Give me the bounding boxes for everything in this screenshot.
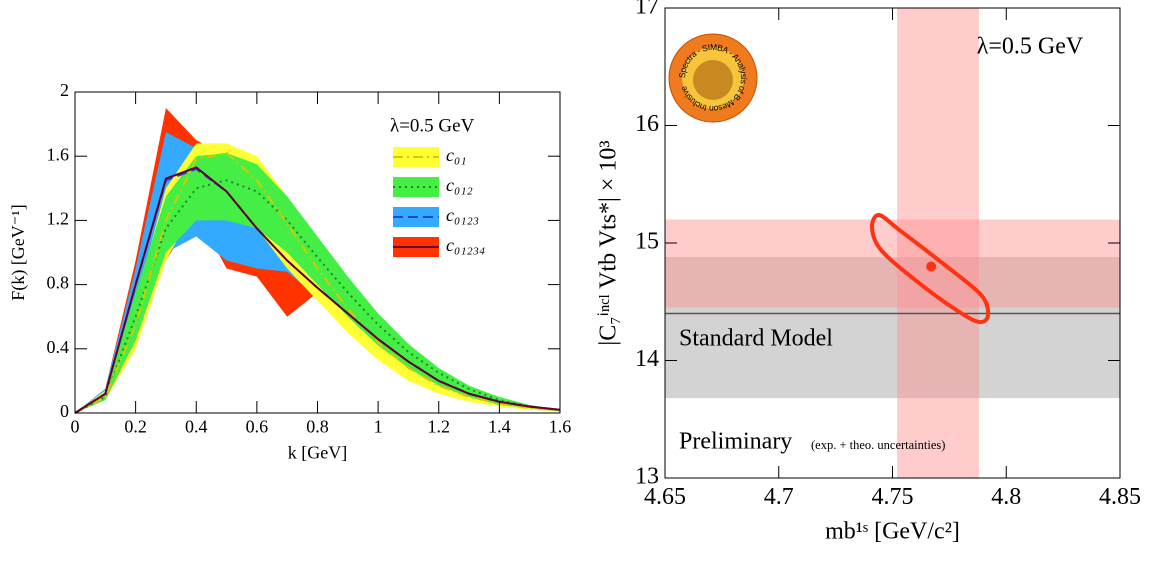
y-tick-label: 0.4 bbox=[47, 337, 70, 357]
x-tick-label: 1.4 bbox=[488, 416, 511, 436]
x-tick-label: 0.6 bbox=[246, 416, 269, 436]
central-line bbox=[74, 151, 561, 414]
central-line bbox=[74, 166, 561, 414]
legend-label: c₀₁₂₃₄ bbox=[446, 235, 485, 255]
standard-model-band bbox=[665, 257, 1120, 399]
annotation: λ=0.5 GeV bbox=[977, 34, 1084, 60]
legend-swatch bbox=[393, 177, 439, 197]
legend-label: c₀₁₂ bbox=[446, 175, 473, 195]
y-tick-label: 0.8 bbox=[47, 273, 70, 293]
y-tick-label: 14 bbox=[635, 346, 659, 372]
x-tick-label: 4.8 bbox=[991, 484, 1021, 510]
y-tick-label: 1.6 bbox=[47, 144, 70, 164]
x-tick-label: 0.8 bbox=[306, 416, 329, 436]
x-tick-label: 0.4 bbox=[185, 416, 208, 436]
confidence-ellipse bbox=[870, 213, 991, 325]
uncertainty-note: (exp. + theo. uncertainties) bbox=[811, 438, 945, 452]
y-tick-label: 0 bbox=[60, 401, 69, 421]
y-tick-label: 15 bbox=[635, 229, 659, 255]
x-tick-label: 4.75 bbox=[872, 484, 914, 510]
legend-label: c₀₁₂₃ bbox=[446, 205, 479, 225]
y-axis-label: |C₇ⁱⁿᶜˡ Vtb Vts*| × 10³ bbox=[596, 140, 622, 345]
x-axis-label: mb¹ˢ [GeV/c²] bbox=[825, 519, 960, 545]
legend-title: λ=0.5 GeV bbox=[390, 115, 475, 136]
central-line bbox=[74, 179, 561, 414]
central-point bbox=[926, 261, 937, 272]
measurement-band-x bbox=[897, 8, 979, 478]
y-tick-label: 2 bbox=[60, 80, 69, 100]
x-tick-label: 0.2 bbox=[124, 416, 147, 436]
x-tick-label: 1 bbox=[374, 416, 383, 436]
x-tick-label: 0 bbox=[71, 416, 80, 436]
y-tick-label: 13 bbox=[635, 464, 659, 490]
x-tick-label: 4.85 bbox=[1099, 484, 1141, 510]
y-axis-label: F(k) [GeV⁻¹] bbox=[8, 204, 29, 300]
x-tick-label: 1.6 bbox=[549, 416, 572, 436]
sm-label: Standard Model bbox=[679, 326, 833, 352]
y-tick-label: 16 bbox=[635, 111, 659, 137]
preliminary-label: Preliminary bbox=[679, 429, 792, 455]
y-tick-label: 17 bbox=[635, 0, 659, 20]
uncertainty-band bbox=[75, 152, 560, 414]
x-axis-label: k [GeV] bbox=[288, 443, 347, 463]
y-tick-label: 1.2 bbox=[47, 209, 70, 229]
x-tick-label: 1.2 bbox=[428, 416, 451, 436]
x-tick-label: 4.65 bbox=[644, 484, 686, 510]
x-tick-label: 4.7 bbox=[764, 484, 794, 510]
legend-label: c₀₁ bbox=[446, 145, 467, 165]
logo-face bbox=[693, 60, 733, 100]
